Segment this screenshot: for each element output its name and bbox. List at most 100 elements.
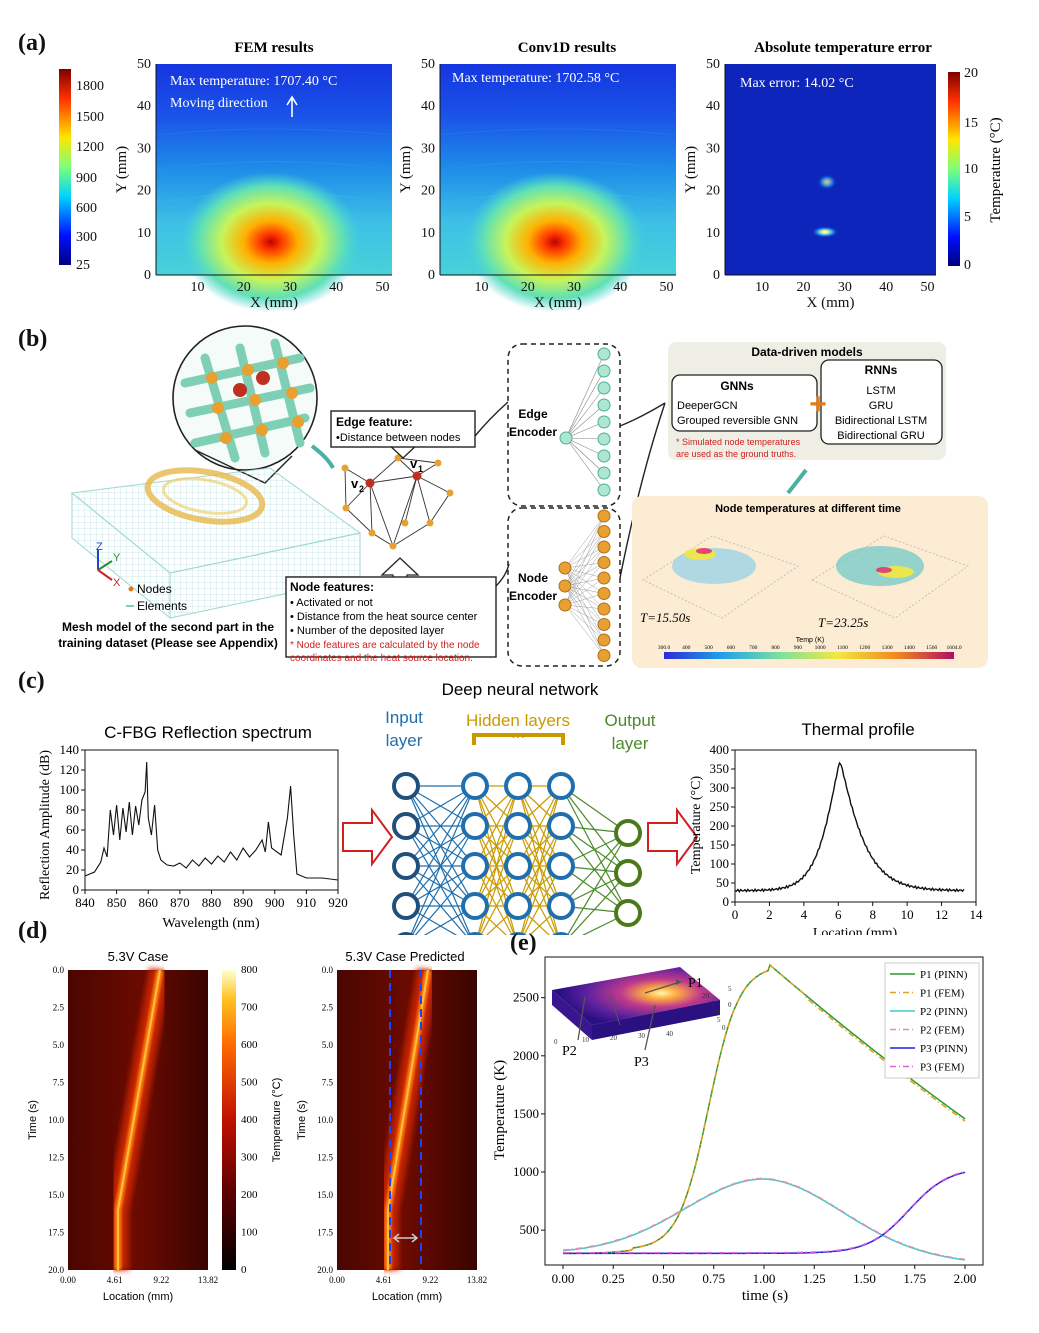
thermal-ylabel: Temperature (°C) — [689, 776, 704, 875]
x-tick: 4.61 — [107, 1275, 123, 1285]
edge-encoder-node — [597, 415, 611, 429]
y-tick: 30 — [421, 141, 435, 156]
plot-title: FEM results — [234, 40, 313, 56]
panel-e-figure: 0.00 0.25 0.50 0.75 1.00 1.25 1.50 1.75 2.00 2500… — [492, 956, 984, 1304]
y-tick: 2.5 — [322, 1003, 334, 1013]
arrow-right-icon — [342, 806, 394, 868]
svg-text:are used as the ground truths.: are used as the ground truths. — [676, 449, 796, 459]
x-tick: 2 — [766, 907, 773, 922]
inset-tick: 30 — [638, 1032, 646, 1040]
x-tick: 9.22 — [153, 1275, 169, 1285]
error-plot: Absolute temperature error Max error: 14… — [725, 40, 936, 275]
inset-tick: 20 — [702, 992, 710, 1000]
series-line — [562, 1177, 966, 1261]
cbar-left-tick: 900 — [76, 171, 97, 186]
svg-text:Z: Z — [96, 541, 103, 553]
x-tick: 9.22 — [422, 1275, 438, 1285]
thermal-line — [734, 761, 965, 893]
svg-text:RNNs: RNNs — [865, 363, 898, 377]
x-tick: 870 — [170, 895, 190, 910]
nn-neuron — [509, 932, 527, 935]
inset-tick: 0 — [728, 1001, 732, 1009]
point-label: P1 — [688, 976, 703, 991]
svg-text:Grouped reversible GNN: Grouped reversible GNN — [677, 415, 798, 427]
y-tick: 20.0 — [317, 1265, 333, 1275]
x-tick: 850 — [107, 895, 127, 910]
spectrum-title: C-FBG Reflection spectrum — [104, 723, 312, 742]
x-tick: 0.75 — [702, 1271, 725, 1286]
temp-tick: 300.0 — [658, 645, 671, 651]
panel-label-e: (e) — [510, 930, 537, 956]
y-tick: 40 — [706, 99, 720, 114]
y-tick: 50 — [137, 57, 151, 72]
x-tick: 10 — [475, 280, 489, 295]
y-tick: 0 — [144, 268, 151, 283]
inset-tick: 5 — [717, 1016, 721, 1024]
conv1d-plot: Conv1D results Max temperature: 1702.58 … — [439, 40, 677, 312]
y-tick: 80 — [66, 802, 79, 817]
thermal-title: Thermal profile — [801, 720, 914, 739]
y-tick: 2500 — [513, 990, 539, 1005]
node-encoder-node — [597, 633, 611, 647]
y-tick: 10.0 — [48, 1115, 64, 1125]
cbar-tick: 100 — [241, 1227, 258, 1239]
x-axis-label: X (mm) — [534, 295, 582, 311]
node-feature-item: • Number of the deposited layer — [290, 625, 445, 637]
y-tick: 7.5 — [53, 1078, 65, 1088]
y-tick: 2.5 — [53, 1003, 65, 1013]
y-tick: 20 — [706, 184, 720, 199]
series-line — [563, 1171, 966, 1255]
edge-input-node — [559, 431, 573, 445]
y-tick: 0 — [428, 268, 435, 283]
cbar-left-tick: 1800 — [76, 79, 104, 94]
node-input-node — [558, 561, 572, 575]
inset-tick: 0 — [554, 1038, 558, 1046]
nn-neuron — [552, 932, 570, 935]
edge-encoder-node — [597, 347, 611, 361]
x-tick: 900 — [265, 895, 285, 910]
node-input-node — [558, 579, 572, 593]
cbar-tick: 200 — [241, 1189, 258, 1201]
nn-neuron — [547, 892, 575, 920]
x-tick: 50 — [660, 280, 674, 295]
inset-tick: 20 — [610, 1034, 618, 1042]
y-tick: 0.0 — [53, 965, 65, 975]
svg-text:Input: Input — [385, 708, 423, 727]
y-tick: 40 — [137, 99, 151, 114]
x-tick: 20 — [521, 280, 535, 295]
nn-neuron — [504, 892, 532, 920]
temp-tick: 1200 — [859, 645, 870, 651]
d-xlabel: Location (mm) — [372, 1291, 442, 1303]
y-tick: 1500 — [513, 1106, 539, 1121]
temp-tick: 600 — [727, 645, 736, 651]
nn-neuron — [547, 812, 575, 840]
cbar-right-tick: 0 — [964, 258, 971, 273]
temp-tick: 700 — [749, 645, 758, 651]
point-label: P2 — [562, 1044, 577, 1059]
plot-title: Conv1D results — [518, 40, 617, 56]
colorbar-left — [59, 69, 71, 265]
e-legend — [884, 962, 980, 1079]
axes-triad: Z Y X — [96, 541, 121, 589]
temp-colorbar — [664, 652, 954, 659]
svg-text:GRU: GRU — [869, 400, 894, 412]
node-encoder-node — [597, 649, 611, 662]
y-tick: 150 — [710, 837, 730, 852]
nn-neuron — [504, 852, 532, 880]
spectrum-ylabel: Reflection Amplitude (dB) — [38, 750, 53, 900]
edge-encoder-node — [597, 381, 611, 395]
edge-encoder-node — [597, 449, 611, 463]
legend-entry: P1 (FEM) — [920, 988, 965, 1000]
temp-tick: 400 — [682, 645, 691, 651]
y-tick: 200 — [710, 818, 730, 833]
arrow-right-icon — [647, 806, 699, 868]
y-tick: 17.5 — [48, 1228, 64, 1238]
svg-text:Data-driven models: Data-driven models — [751, 345, 863, 359]
temp-tick: 1500 — [926, 645, 937, 651]
y-tick: 300 — [710, 780, 730, 795]
y-tick: 0 — [723, 894, 730, 909]
y-tick: 140 — [60, 742, 80, 757]
y-tick: 10 — [137, 226, 151, 241]
nn-neuron — [392, 772, 420, 800]
